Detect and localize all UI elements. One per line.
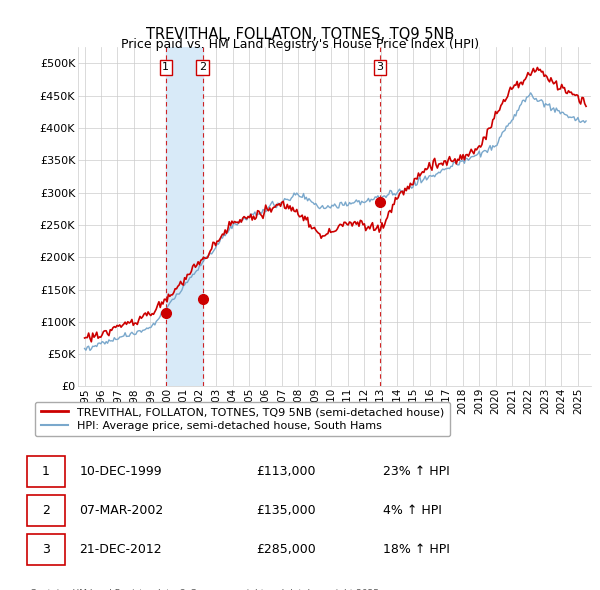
Text: TREVITHAL, FOLLATON, TOTNES, TQ9 5NB: TREVITHAL, FOLLATON, TOTNES, TQ9 5NB (146, 27, 454, 41)
Text: £113,000: £113,000 (256, 466, 316, 478)
Text: 23% ↑ HPI: 23% ↑ HPI (383, 466, 449, 478)
Text: 2: 2 (42, 504, 50, 517)
Text: 10-DEC-1999: 10-DEC-1999 (79, 466, 162, 478)
Text: 3: 3 (42, 543, 50, 556)
Text: £285,000: £285,000 (256, 543, 316, 556)
Text: 3: 3 (377, 63, 383, 73)
Bar (166, 47, 203, 386)
Text: 18% ↑ HPI: 18% ↑ HPI (383, 543, 449, 556)
Text: 07-MAR-2002: 07-MAR-2002 (79, 504, 163, 517)
Text: Contains HM Land Registry data © Crown copyright and database right 2025.
This d: Contains HM Land Registry data © Crown c… (29, 589, 382, 590)
FancyBboxPatch shape (27, 456, 65, 487)
Text: Price paid vs. HM Land Registry's House Price Index (HPI): Price paid vs. HM Land Registry's House … (121, 38, 479, 51)
Text: 2: 2 (199, 63, 206, 73)
FancyBboxPatch shape (27, 534, 65, 565)
Text: 4% ↑ HPI: 4% ↑ HPI (383, 504, 442, 517)
Text: £135,000: £135,000 (256, 504, 316, 517)
Text: 21-DEC-2012: 21-DEC-2012 (79, 543, 162, 556)
Legend: TREVITHAL, FOLLATON, TOTNES, TQ9 5NB (semi-detached house), HPI: Average price, : TREVITHAL, FOLLATON, TOTNES, TQ9 5NB (se… (35, 402, 450, 436)
FancyBboxPatch shape (27, 495, 65, 526)
Text: 1: 1 (163, 63, 169, 73)
Text: 1: 1 (42, 466, 50, 478)
